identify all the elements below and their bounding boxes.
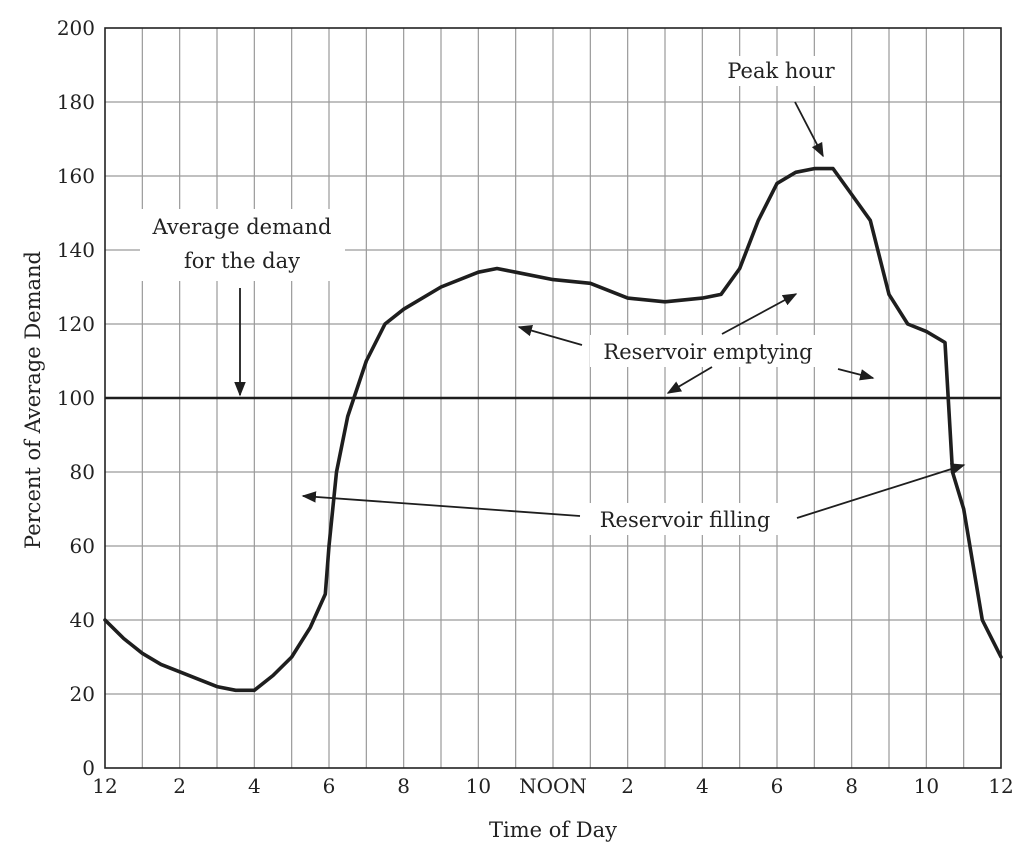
- filling-arrow-right: [796, 463, 966, 519]
- y-tick-label: 100: [57, 386, 95, 410]
- peak-hour-label: Peak hour: [727, 59, 835, 83]
- y-tick-label: 60: [70, 534, 95, 558]
- peak-label-bg: [725, 56, 837, 86]
- y-tick-label: 200: [57, 16, 95, 40]
- y-tick-label: 20: [70, 682, 95, 706]
- x-tick-label: 6: [771, 774, 784, 798]
- x-axis-title: Time of Day: [489, 818, 617, 842]
- x-tick-label: 8: [845, 774, 858, 798]
- x-tick-label: NOON: [519, 774, 587, 798]
- emptying-arrow-down: [666, 366, 713, 394]
- x-tick-label: 4: [248, 774, 261, 798]
- tick-labels: 0 20 40 60 80 100 120 140 160 180 200 12 2 4 6 8 10 NOON 2…: [57, 16, 1014, 798]
- y-tick-label: 140: [57, 238, 95, 262]
- y-tick-label: 80: [70, 460, 95, 484]
- average-demand-label-line1: Average demand: [152, 215, 332, 239]
- y-tick-label: 0: [82, 756, 95, 780]
- y-tick-label: 160: [57, 164, 95, 188]
- peak-hour-arrow: [794, 101, 824, 158]
- filling-arrow-left: [301, 491, 581, 517]
- x-tick-label: 2: [173, 774, 186, 798]
- emptying-arrow-left: [517, 325, 583, 346]
- x-tick-label: 12: [92, 774, 117, 798]
- plot-frame: [104, 27, 1002, 769]
- x-tick-label: 12: [988, 774, 1013, 798]
- demand-curve: [103, 166, 1003, 693]
- reservoir-filling-label: Reservoir filling: [600, 508, 771, 532]
- x-tick-label: 10: [466, 774, 491, 798]
- x-tick-label: 4: [696, 774, 709, 798]
- reservoir-emptying-label: Reservoir emptying: [603, 340, 812, 364]
- data-layer: [103, 166, 1003, 693]
- average-demand-label-line2: for the day: [184, 249, 300, 273]
- emptying-label-bg: [590, 335, 828, 367]
- x-tick-label: 10: [914, 774, 939, 798]
- y-tick-label: 120: [57, 312, 95, 336]
- filling-label-bg: [585, 503, 785, 535]
- x-tick-label: 8: [397, 774, 410, 798]
- average-label-bg: [140, 209, 345, 281]
- y-axis-title: Percent of Average Demand: [21, 251, 45, 549]
- x-tick-label: 6: [323, 774, 336, 798]
- emptying-arrow-up: [721, 293, 798, 335]
- x-tick-label: 2: [621, 774, 634, 798]
- emptying-arrow-right: [837, 368, 875, 381]
- y-tick-label: 40: [70, 608, 95, 632]
- y-tick-label: 180: [57, 90, 95, 114]
